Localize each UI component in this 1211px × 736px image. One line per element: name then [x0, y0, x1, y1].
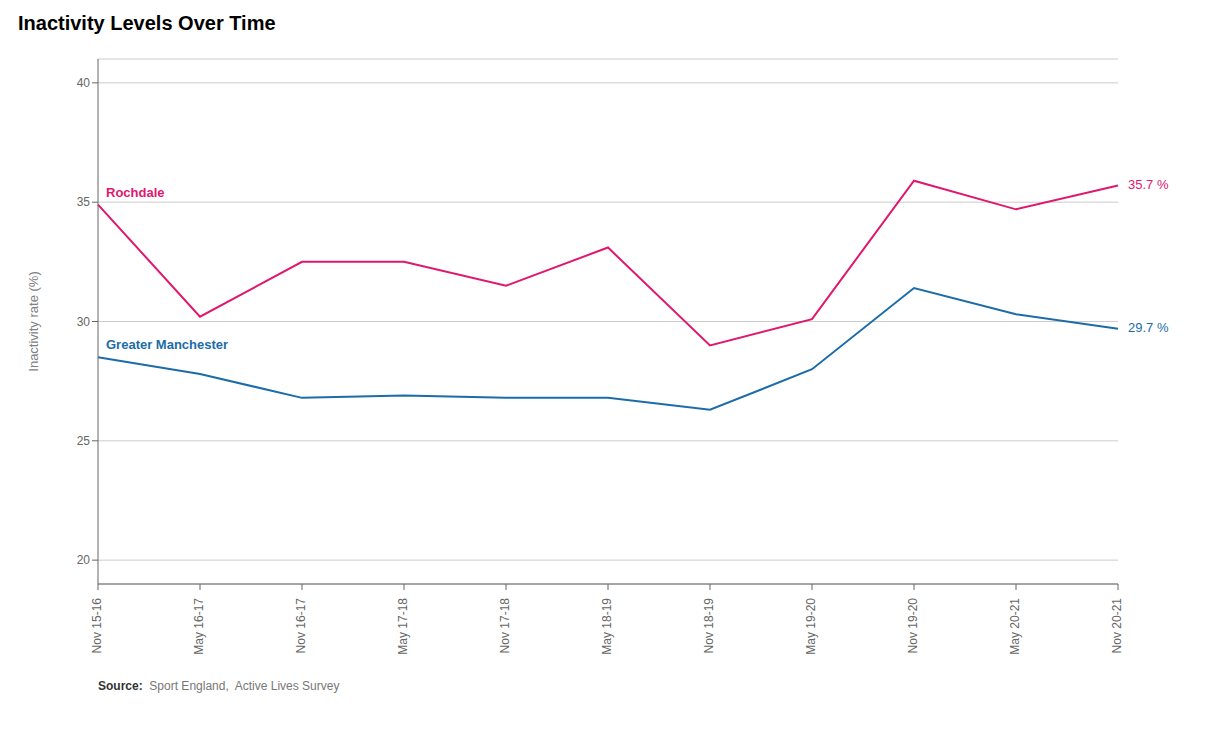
svg-text:35.7 %: 35.7 % [1128, 177, 1169, 192]
svg-text:Inactivity rate (%): Inactivity rate (%) [26, 271, 41, 371]
svg-text:May 20-21: May 20-21 [1008, 598, 1022, 655]
svg-text:Nov 20-21: Nov 20-21 [1110, 598, 1124, 654]
svg-text:29.7 %: 29.7 % [1128, 320, 1169, 335]
svg-text:25: 25 [77, 434, 91, 448]
svg-text:May 16-17: May 16-17 [192, 598, 206, 655]
html-text:Source: Sport England, Active: Source: Sport England, Active Lives Surv… [98, 679, 340, 693]
svg-text:May 19-20: May 19-20 [804, 598, 818, 655]
svg-text:Rochdale: Rochdale [106, 185, 165, 200]
svg-text:Greater Manchester: Greater Manchester [106, 337, 228, 352]
svg-text:20: 20 [77, 553, 91, 567]
svg-text:Nov 18-19: Nov 18-19 [702, 598, 716, 654]
svg-text:30: 30 [77, 315, 91, 329]
svg-text:Nov 17-18: Nov 17-18 [498, 598, 512, 654]
svg-text:May 18-19: May 18-19 [600, 598, 614, 655]
svg-text:35: 35 [77, 195, 91, 209]
svg-text:Nov 19-20: Nov 19-20 [906, 598, 920, 654]
html-text:Inactivity Levels Over Time: Inactivity Levels Over Time [18, 12, 276, 34]
svg-text:Nov 16-17: Nov 16-17 [294, 598, 308, 654]
svg-text:Nov 15-16: Nov 15-16 [90, 598, 104, 654]
svg-text:40: 40 [77, 76, 91, 90]
svg-text:May 17-18: May 17-18 [396, 598, 410, 655]
